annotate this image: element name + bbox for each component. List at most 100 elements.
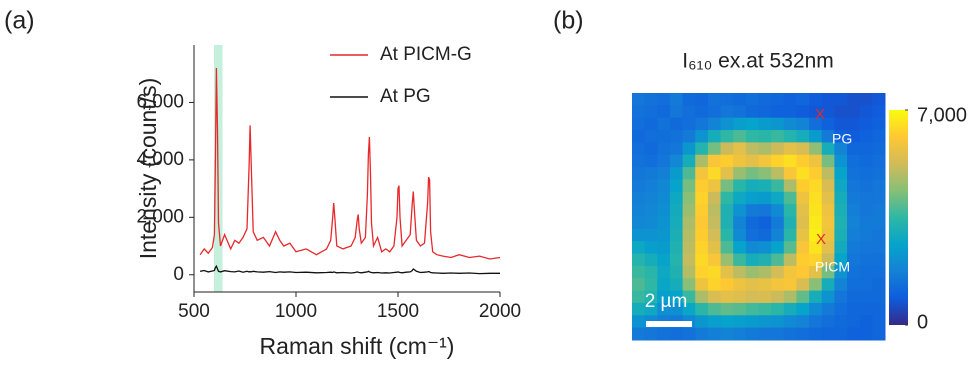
heatmap-cell — [821, 93, 835, 106]
heatmap-cell — [707, 167, 722, 180]
heatmap-cell — [657, 154, 671, 168]
heatmap-cell — [809, 142, 823, 156]
heatmap-cell — [859, 228, 873, 242]
heatmap-cell — [796, 302, 810, 316]
heatmap-cell — [682, 278, 696, 292]
heatmap-cell — [796, 265, 810, 279]
heatmap-cell — [669, 302, 684, 316]
heatmap-cell — [669, 117, 684, 131]
heatmap-cell — [809, 315, 823, 329]
heatmap-cell — [707, 179, 722, 193]
heatmap-cell — [821, 142, 835, 156]
heatmap-cell — [720, 253, 734, 267]
heatmap-cell — [632, 315, 646, 329]
heatmap-cell — [847, 204, 861, 217]
heatmap-cell — [834, 216, 848, 230]
heatmap-cell — [847, 302, 861, 316]
heatmap-cell — [682, 130, 696, 143]
heatmap-cell — [847, 154, 861, 168]
heatmap-cell — [707, 204, 722, 217]
heatmap-cell — [745, 315, 759, 329]
heatmap-cell — [872, 142, 886, 156]
heatmap-cell — [682, 167, 696, 180]
heatmap-cell — [771, 315, 785, 329]
heatmap-cell — [771, 179, 785, 193]
heatmap-cell — [707, 327, 722, 341]
heatmap-cell — [644, 265, 658, 279]
heatmap-cell — [733, 228, 747, 242]
heatmap-cell — [758, 191, 772, 205]
heatmap-cell — [669, 191, 684, 205]
heatmap-cell — [707, 265, 722, 279]
heatmap-cell — [872, 154, 886, 168]
heatmap-cell — [847, 327, 861, 341]
heatmap-cell — [847, 265, 861, 279]
heatmap-cell — [821, 117, 835, 131]
x-tick-label: 1000 — [275, 301, 317, 322]
heatmap-cell — [847, 167, 861, 180]
heatmap-cell — [859, 265, 873, 279]
heatmap-cell — [632, 327, 646, 341]
heatmap-cell — [745, 142, 759, 156]
heatmap-cell — [632, 241, 646, 255]
heatmap-cell — [771, 154, 785, 168]
heatmap-cell — [733, 130, 747, 143]
heatmap-cell — [859, 179, 873, 193]
heatmap-cell — [771, 191, 785, 205]
heatmap-cell — [771, 142, 785, 156]
heatmap-cell — [669, 154, 684, 168]
heatmap-cell — [821, 179, 835, 193]
heatmap-cell — [657, 130, 671, 143]
heatmap-cell — [796, 327, 810, 341]
heatmap-cell — [707, 241, 722, 255]
heatmap-cell — [758, 154, 772, 168]
heatmap-cell — [657, 278, 671, 292]
heatmap-cell — [682, 241, 696, 255]
heatmap-cell — [859, 315, 873, 329]
y-tick-label: 4,000 — [136, 149, 184, 170]
heatmap-cell — [758, 302, 772, 316]
heatmap-cell — [632, 191, 646, 205]
heatmap-cell — [695, 93, 709, 106]
heatmap-cell — [859, 105, 873, 119]
heatmap-cell — [809, 117, 823, 131]
heatmap-cell — [809, 191, 823, 205]
heatmap-cell — [771, 216, 785, 230]
heatmap-cell — [872, 204, 886, 217]
heatmap-cell — [707, 302, 722, 316]
heatmap-cell — [707, 278, 722, 292]
heatmap-cell — [834, 204, 848, 217]
heatmap-cell — [657, 191, 671, 205]
heatmap-cell — [771, 290, 785, 304]
heatmap-cell — [771, 93, 785, 106]
heatmap-cell — [758, 315, 772, 329]
heatmap-cell — [809, 302, 823, 316]
heatmap-cell — [644, 228, 658, 242]
heatmap-cell — [771, 117, 785, 131]
heatmap-cell — [872, 290, 886, 304]
heatmap-cell — [796, 191, 810, 205]
heatmap-cell — [872, 327, 886, 341]
heatmap-cell — [821, 265, 835, 279]
heatmap-cell — [796, 315, 810, 329]
heatmap-cell — [707, 130, 722, 143]
heatmap-cell — [796, 93, 810, 106]
heatmap-cell — [745, 117, 759, 131]
heatmap-cell — [720, 228, 734, 242]
heatmap-cell — [834, 179, 848, 193]
heatmap-cell — [809, 265, 823, 279]
heatmap-cell — [657, 302, 671, 316]
heatmap-cell — [783, 191, 797, 205]
heatmap-cell — [783, 179, 797, 193]
heatmap-cell — [758, 167, 772, 180]
heatmap-cell — [758, 117, 772, 131]
heatmap-cell — [632, 154, 646, 168]
heatmap-cell — [657, 241, 671, 255]
heatmap-cell — [695, 253, 709, 267]
heatmap-cell — [644, 216, 658, 230]
heatmap-cell — [733, 290, 747, 304]
heatmap-cell — [695, 278, 709, 292]
heatmap-cell — [859, 154, 873, 168]
heatmap-cell — [745, 265, 759, 279]
heatmap-cell — [707, 142, 722, 156]
